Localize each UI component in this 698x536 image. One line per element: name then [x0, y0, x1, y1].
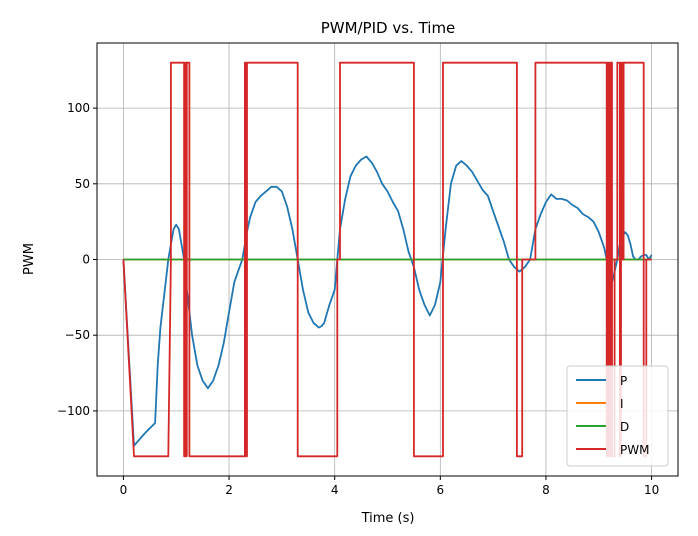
x-tick-label: 4: [331, 483, 339, 497]
series-line-p: [122, 155, 653, 447]
legend-box: [566, 365, 669, 467]
x-tick-label: 0: [120, 483, 128, 497]
legend-label: D: [620, 420, 629, 434]
x-axis: 0 2 4 6 8 10: [120, 476, 659, 497]
y-tick-label: 100: [67, 101, 90, 115]
legend-label: P: [620, 374, 627, 388]
legend: PID PWM: [566, 365, 669, 467]
chart-title: PWM/PID vs. Time: [321, 19, 456, 37]
y-axis-label: PWM: [22, 243, 37, 275]
x-tick-label: 2: [225, 483, 233, 497]
x-tick-label: 10: [644, 483, 659, 497]
legend-label: I: [620, 397, 624, 411]
y-tick-label: 50: [75, 177, 90, 191]
y-tick-label: −50: [65, 328, 90, 342]
x-axis-label: Time (s): [361, 511, 415, 526]
x-tick-label: 6: [436, 483, 444, 497]
y-tick-label: −100: [57, 404, 90, 418]
series-line-pwm: [122, 61, 652, 458]
x-tick-label: 8: [542, 483, 550, 497]
legend-label: PWM: [620, 443, 649, 457]
y-axis: −100 −50 0 50 100: [57, 101, 97, 418]
y-tick-label: 0: [82, 253, 90, 267]
series-layer: [122, 61, 653, 458]
